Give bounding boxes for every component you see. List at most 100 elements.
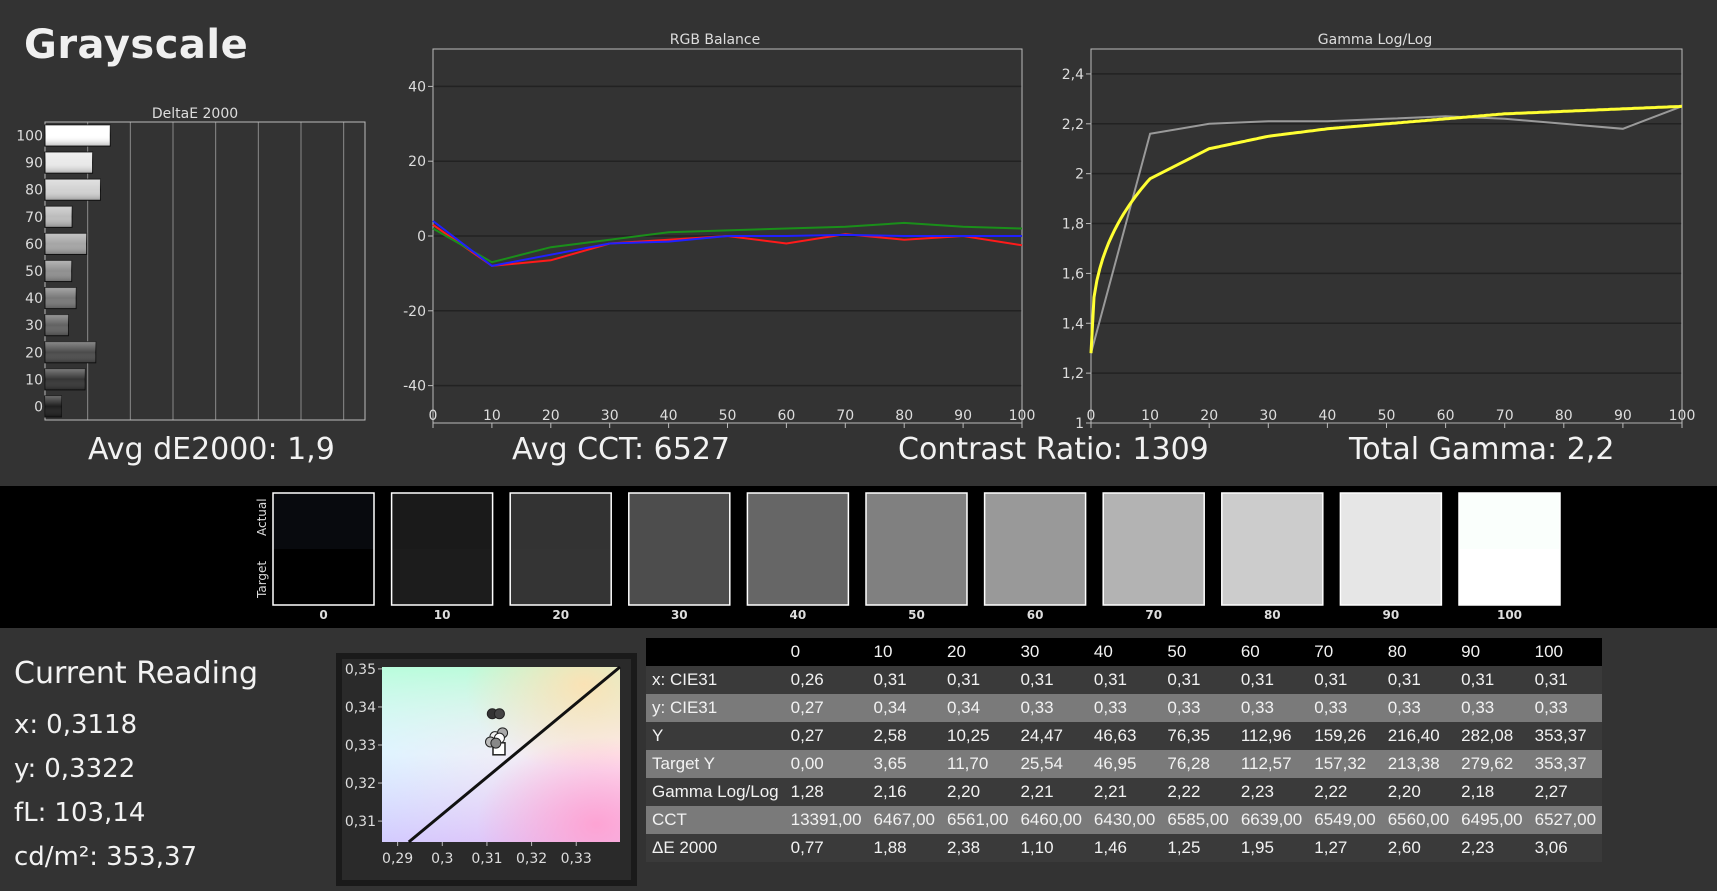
ytick-label: 2	[1075, 167, 1084, 183]
xtick-label: 10	[1141, 408, 1159, 424]
gamma-chart: Gamma Log/Log 2,4 2,2 2 1,8 1,6 1,4 1,2 1	[1062, 32, 1683, 428]
table-row-label: Y	[646, 722, 785, 750]
table-cell: 11,70	[941, 750, 1015, 778]
reading-x-value: 0,3118	[46, 710, 138, 740]
table-cell: 2,23	[1455, 834, 1529, 862]
table-cell: 1,88	[867, 834, 941, 862]
swatch-label: 50	[908, 608, 925, 622]
reading-fl-value: 103,14	[54, 798, 146, 828]
deltae-bar-shine	[45, 368, 86, 390]
xtick-label: 80	[895, 408, 913, 424]
ytick-label: -40	[403, 379, 426, 395]
swatch-label: 40	[790, 608, 807, 622]
table-cell: 0,31	[1087, 666, 1162, 694]
swatch-label: 0	[319, 608, 327, 622]
reading-y-label: y:	[14, 754, 37, 784]
swatch-label: 60	[1027, 608, 1044, 622]
swatch-target	[273, 549, 374, 605]
table-cell: 46,95	[1087, 750, 1162, 778]
table-cell: 0,34	[867, 694, 941, 722]
table-cell: 2,27	[1528, 778, 1603, 806]
reading-x: x: 0,3118	[14, 710, 137, 740]
deltae-ytick-label: 90	[25, 156, 43, 172]
table-header-cell: 30	[1014, 638, 1088, 666]
table-cell: 6561,00	[941, 806, 1015, 834]
table-row: Gamma Log/Log 1,28 2,16 2,20 2,21 2,21 2,22 2,2…	[646, 778, 1603, 806]
xtick-label: 80	[1555, 408, 1573, 424]
table-cell: 2,20	[1381, 778, 1456, 806]
table-header-cell: 80	[1381, 638, 1456, 666]
swatch-actual	[628, 493, 730, 549]
xtick-label: 30	[601, 408, 619, 424]
grayscale-swatch-band: Actual Target 0 10 20 30 40 50 60 70 80 90 100	[0, 486, 1717, 628]
table-row: Target Y 0,00 3,65 11,70 25,54 46,95 76,28 112,…	[646, 750, 1603, 778]
table-cell: 6460,00	[1014, 806, 1088, 834]
swatch-target	[1340, 549, 1442, 605]
table-cell: 2,16	[867, 778, 941, 806]
xtick-label: 50	[1378, 408, 1396, 424]
swatch-target	[1221, 549, 1323, 605]
table-cell: 76,28	[1161, 750, 1235, 778]
table-cell: 213,38	[1381, 750, 1456, 778]
swatch-actual	[1459, 493, 1560, 549]
ytick-label: 1	[1075, 416, 1084, 428]
cie-ytick-label: 0,35	[345, 662, 376, 678]
swatch-strip: Actual Target 0 10 20 30 40 50 60 70 80 90 100	[255, 492, 1561, 622]
swatch-target	[510, 549, 612, 605]
table-row: CCT 13391,00 6467,00 6561,00 6460,00 6430,00 6…	[646, 806, 1603, 834]
ytick-label: 2,2	[1062, 117, 1084, 133]
table-cell: 0,27	[784, 722, 868, 750]
table-cell: 0,31	[1308, 666, 1382, 694]
reading-fl-label: fL:	[14, 798, 47, 828]
table-row-label: Gamma Log/Log	[646, 778, 785, 806]
table-header-cell: 70	[1308, 638, 1382, 666]
swatch-frame	[509, 492, 612, 606]
table-cell: 76,35	[1161, 722, 1235, 750]
table-cell: 2,23	[1234, 778, 1309, 806]
table-cell: 157,32	[1308, 750, 1382, 778]
table-row: ΔE 2000 0,77 1,88 2,38 1,10 1,46 1,25 1,95 1,27 2…	[646, 834, 1603, 862]
table-cell: 1,95	[1234, 834, 1309, 862]
table-cell: 6527,00	[1528, 806, 1603, 834]
cie-ytick-label: 0,32	[345, 776, 376, 792]
table-cell: 353,37	[1528, 722, 1603, 750]
table-cell: 2,20	[941, 778, 1015, 806]
table-row: y: CIE31 0,27 0,34 0,34 0,33 0,33 0,33 0,33 0,33…	[646, 694, 1603, 722]
rgb-xaxis: 0 10 20 30 40 50 60 70 80 90 100	[429, 408, 1036, 424]
ytick-label: 2,4	[1062, 67, 1084, 83]
swatch-frame	[628, 492, 731, 606]
table-cell: 6560,00	[1381, 806, 1456, 834]
table-cell: 0,26	[784, 666, 868, 694]
xtick-label: 40	[1318, 408, 1336, 424]
xtick-label: 10	[483, 408, 501, 424]
table-cell: 0,31	[1161, 666, 1235, 694]
table-cell: 6549,00	[1308, 806, 1382, 834]
swatch-target	[747, 549, 849, 605]
deltae-ytick-label: 20	[25, 345, 43, 361]
xtick-label: 0	[429, 408, 438, 424]
swatch-target	[866, 549, 967, 605]
cie-ytick-label: 0,34	[345, 700, 376, 716]
table-cell: 6585,00	[1161, 806, 1235, 834]
table-row-label: x: CIE31	[646, 666, 785, 694]
swatch-actual	[273, 493, 374, 549]
series-line-green	[432, 221, 1023, 264]
reading-cdm2-value: 353,37	[106, 842, 198, 872]
page-title: Grayscale	[24, 22, 249, 68]
reading-y-value: 0,3322	[44, 754, 136, 784]
table-cell: 0,33	[1014, 694, 1088, 722]
plot-bg	[1091, 49, 1682, 423]
table-header-cell: 40	[1087, 638, 1162, 666]
swatch-actual	[1221, 493, 1323, 549]
xtick-label: 20	[542, 408, 560, 424]
deltae-bar-shine	[45, 152, 93, 174]
xtick-label: 20	[1200, 408, 1218, 424]
swatch-target	[391, 549, 493, 605]
swatch-actual	[984, 493, 1086, 549]
deltae-ytick-label: 60	[25, 237, 43, 253]
table-row: x: CIE31 0,26 0,31 0,31 0,31 0,31 0,31 0,31 0,31…	[646, 666, 1603, 694]
table-header-cell	[646, 638, 785, 666]
table-cell: 0,33	[1381, 694, 1456, 722]
table-cell: 0,33	[1528, 694, 1603, 722]
target-label: Target	[255, 561, 269, 599]
